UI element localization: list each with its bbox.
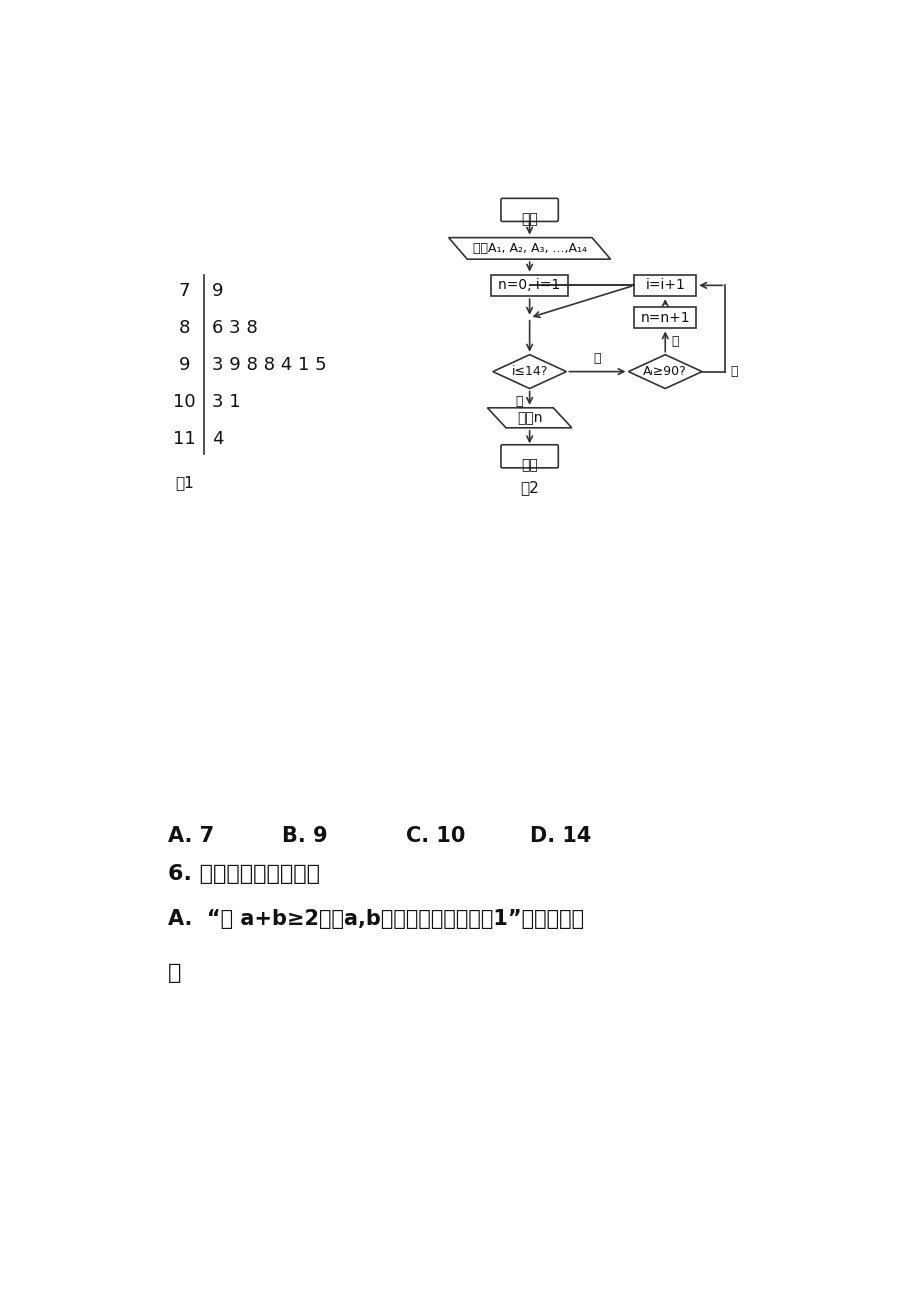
Text: 9: 9 bbox=[179, 356, 190, 373]
Text: i≤14?: i≤14? bbox=[511, 365, 547, 378]
Text: 真: 真 bbox=[167, 963, 181, 983]
Text: 否: 否 bbox=[515, 395, 522, 408]
Text: 6 3 8: 6 3 8 bbox=[211, 318, 257, 337]
Text: A. 7: A. 7 bbox=[167, 826, 213, 846]
Text: 否: 否 bbox=[729, 365, 737, 378]
Text: 图2: 图2 bbox=[519, 480, 539, 495]
Text: 3 1: 3 1 bbox=[211, 393, 240, 411]
Polygon shape bbox=[493, 355, 566, 389]
Text: n=0, i=1: n=0, i=1 bbox=[498, 278, 561, 292]
Bar bbox=[633, 274, 696, 296]
Text: A.  “若 a+b≥2，则a,b中至少有一个不小于1”的逆命题为: A. “若 a+b≥2，则a,b中至少有一个不小于1”的逆命题为 bbox=[167, 909, 584, 930]
Text: n=n+1: n=n+1 bbox=[640, 311, 689, 325]
Text: 9: 9 bbox=[211, 282, 223, 300]
Text: 输入A₁, A₂, A₃, ...,A₁₄: 输入A₁, A₂, A₃, ...,A₁₄ bbox=[472, 242, 586, 255]
Bar bbox=[491, 274, 568, 296]
Text: 10: 10 bbox=[174, 393, 196, 411]
Text: 11: 11 bbox=[173, 429, 196, 447]
Text: 是: 是 bbox=[593, 352, 600, 365]
Text: 是: 是 bbox=[671, 335, 678, 348]
Text: 8: 8 bbox=[179, 318, 190, 337]
Polygon shape bbox=[628, 355, 701, 389]
Text: 7: 7 bbox=[179, 282, 190, 300]
Text: 6. 下列说法不正确的是: 6. 下列说法不正确的是 bbox=[167, 864, 320, 884]
Bar bbox=[633, 307, 696, 329]
Text: 4: 4 bbox=[211, 429, 223, 447]
Polygon shape bbox=[448, 238, 610, 259]
FancyBboxPatch shape bbox=[501, 445, 558, 468]
FancyBboxPatch shape bbox=[501, 199, 558, 221]
Text: B. 9: B. 9 bbox=[281, 826, 327, 846]
Text: 图1: 图1 bbox=[176, 476, 194, 490]
Text: D. 14: D. 14 bbox=[529, 826, 590, 846]
Text: C. 10: C. 10 bbox=[405, 826, 464, 846]
Text: 3 9 8 8 4 1 5: 3 9 8 8 4 1 5 bbox=[211, 356, 326, 373]
Text: i=i+1: i=i+1 bbox=[644, 278, 685, 292]
Polygon shape bbox=[487, 408, 572, 428]
Text: Aᵢ≥90?: Aᵢ≥90? bbox=[642, 365, 686, 378]
Text: 结束: 结束 bbox=[521, 459, 538, 472]
Text: 输出n: 输出n bbox=[516, 411, 542, 425]
Text: 开始: 开始 bbox=[521, 212, 538, 226]
